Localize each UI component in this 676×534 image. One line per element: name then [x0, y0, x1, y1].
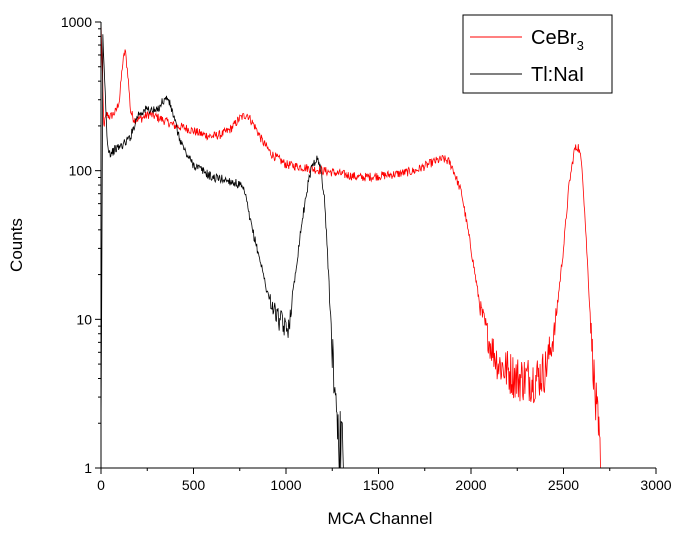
legend: CeBr3 Tl:NaI — [462, 14, 613, 94]
plot-lines — [100, 21, 601, 469]
y-tick-label: 10 — [76, 311, 92, 327]
x-tick-labels: 0 500 1000 1500 2000 2500 3000 — [97, 477, 672, 493]
legend-box — [462, 14, 613, 94]
y-axis-title: Counts — [7, 218, 26, 272]
series-line-1 — [100, 34, 344, 469]
x-tick-label: 2000 — [455, 477, 486, 493]
x-tick-label: 1500 — [363, 477, 394, 493]
axes — [95, 21, 657, 474]
legend-label-tlnai: Tl:NaI — [531, 64, 584, 86]
x-axis-title: MCA Channel — [328, 509, 433, 528]
y-tick-labels: 1 10 100 1000 — [61, 14, 92, 476]
x-tick-label: 1000 — [270, 477, 301, 493]
y-tick-label: 100 — [69, 163, 93, 179]
y-tick-label: 1 — [84, 460, 92, 476]
x-tick-label: 2500 — [548, 477, 579, 493]
x-tick-label: 3000 — [640, 477, 671, 493]
x-tick-label: 500 — [182, 477, 206, 493]
y-tick-label: 1000 — [61, 14, 92, 30]
x-tick-label: 0 — [97, 477, 105, 493]
legend-label-cebr3: CeBr3 — [531, 27, 584, 53]
series-line-0 — [100, 21, 601, 469]
